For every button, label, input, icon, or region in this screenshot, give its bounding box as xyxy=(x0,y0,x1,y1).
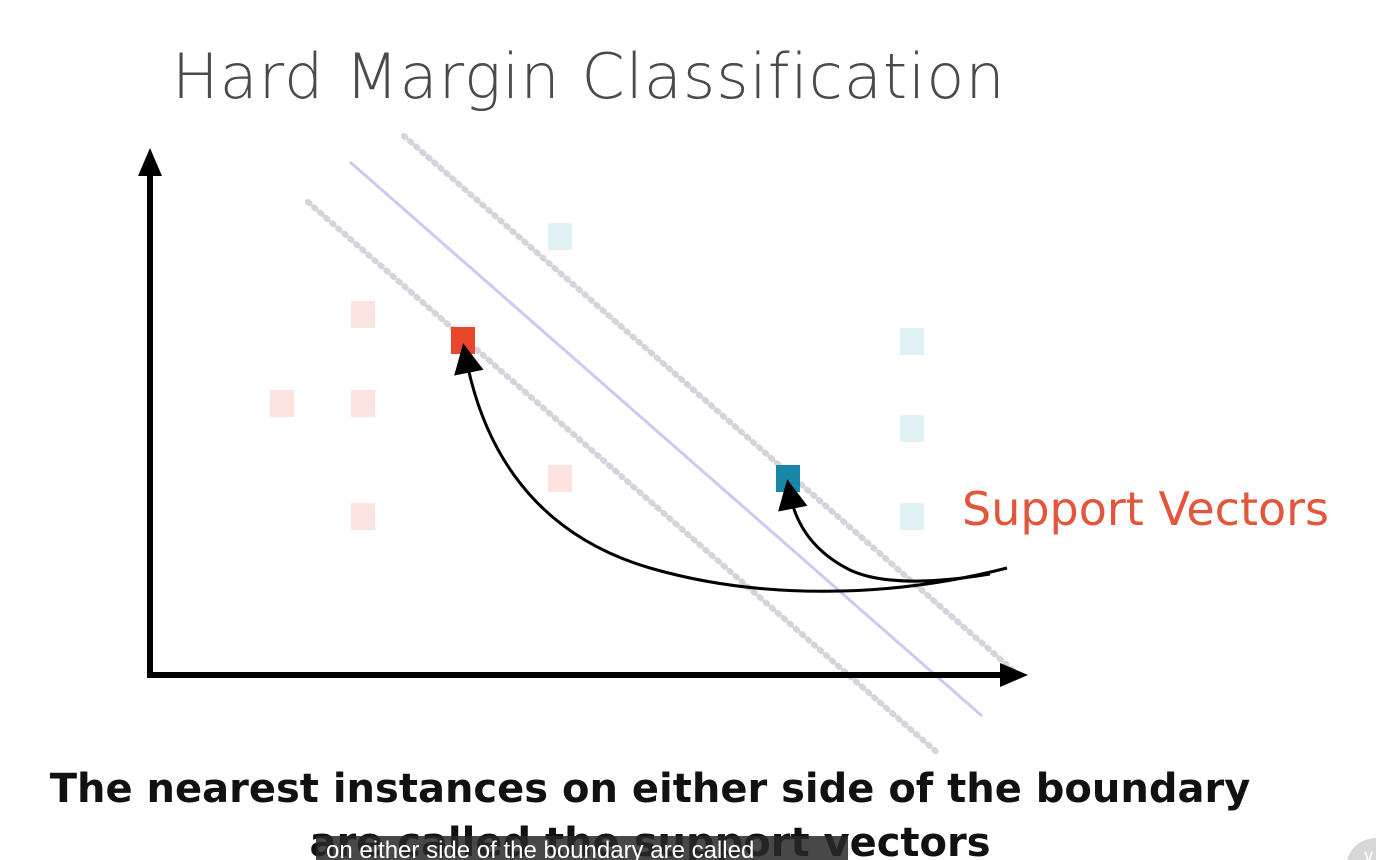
support-vector-class-a xyxy=(451,327,475,354)
y-axis-arrowhead xyxy=(138,148,162,176)
class-a-point xyxy=(270,390,294,417)
slide-title: Hard Margin Classification xyxy=(172,40,1006,113)
class-b-point xyxy=(548,223,572,250)
chevron-down-icon: ∨ xyxy=(1362,846,1376,860)
class-a-point xyxy=(351,390,375,417)
x-axis-arrowhead xyxy=(1000,663,1028,687)
class-b-point xyxy=(900,503,924,530)
support-vector-class-b xyxy=(776,465,800,492)
class-a-point xyxy=(351,503,375,530)
decision-boundary-line xyxy=(349,160,983,718)
arrow-to-class-a-support xyxy=(454,343,1008,593)
class-a-point xyxy=(351,301,375,328)
support-vectors-label: Support Vectors xyxy=(962,482,1330,536)
class-b-point xyxy=(900,328,924,355)
class-a-point xyxy=(548,465,572,492)
video-subtitle: on either side of the boundary are calle… xyxy=(316,836,848,860)
arrow-to-class-b-support xyxy=(778,479,991,583)
class-b-point xyxy=(900,415,924,442)
caption-line-1: The nearest instances on either side of … xyxy=(49,766,1251,812)
lower-margin-line xyxy=(305,199,943,758)
upper-margin-line xyxy=(401,133,1018,675)
